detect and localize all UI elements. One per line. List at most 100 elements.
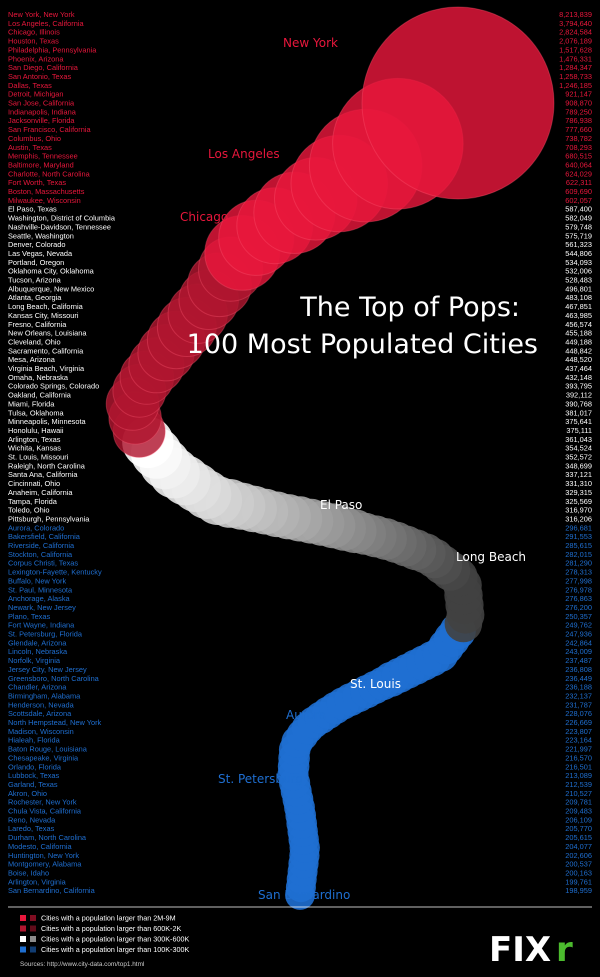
curve-label: Long Beach [456,550,526,564]
city-name: Buffalo, New York [8,576,67,585]
city-row: Sacramento, California 448,842 [8,346,592,355]
city-row: Anaheim, California 329,315 [8,488,592,497]
city-name: Baton Rouge, Louisiana [8,745,88,754]
city-population: 223,164 [565,736,592,745]
city-population: 437,464 [565,364,592,373]
city-name: Aurora, Colorado [8,523,64,532]
city-population: 232,137 [565,691,592,700]
city-row: New Orleans, Louisiana 455,188 [8,329,592,338]
curve-label: St. Louis [350,677,401,691]
city-population: 236,449 [565,674,592,683]
city-row: Corpus Christi, Texas 281,290 [8,559,592,568]
city-population: 1,246,185 [559,81,592,90]
city-population: 236,188 [565,683,592,692]
city-population: 587,400 [565,205,592,214]
city-name: Fort Wayne, Indiana [8,621,75,630]
city-population: 456,574 [565,320,592,329]
city-population: 544,806 [565,249,592,258]
city-name: St. Louis, Missouri [8,453,69,462]
city-population: 432,148 [565,373,592,382]
city-row: San Bernardino, California 198,959 [8,886,592,895]
city-name: Tulsa, Oklahoma [8,408,64,417]
legend-label: Cities with a population larger than 300… [41,935,189,944]
title-line-2: 100 Most Populated Cities [187,329,538,360]
city-row: Newark, New Jersey 276,200 [8,603,592,612]
city-row: Chesapeake, Virginia 216,570 [8,753,592,762]
city-name: Long Beach, California [8,302,84,311]
city-population: 534,093 [565,258,592,267]
city-row: El Paso, Texas 587,400 [8,205,592,214]
city-name: Tampa, Florida [8,497,58,506]
city-name: Houston, Texas [8,37,59,46]
legend-swatch [20,946,26,953]
city-name: San Bernardino, California [8,886,96,895]
city-population: 337,121 [565,470,592,479]
city-name: Denver, Colorado [8,240,66,249]
city-name: Fort Worth, Texas [8,178,66,187]
city-name: Dallas, Texas [8,81,52,90]
city-row: Philadelphia, Pennsylvania 1,517,628 [8,45,592,54]
city-population: 242,864 [565,638,592,647]
city-name: Riverside, California [8,541,75,550]
legend-swatch [30,915,36,921]
city-row: Tampa, Florida 325,569 [8,497,592,506]
city-population: 561,323 [565,240,592,249]
city-row: St. Petersburg, Florida 247,936 [8,630,592,639]
city-row: Charlotte, North Carolina 624,029 [8,169,592,178]
city-name: Stockton, California [8,550,73,559]
city-population: 528,483 [565,276,592,285]
city-population: 331,310 [565,479,592,488]
city-row: Minneapolis, Minnesota 375,641 [8,417,592,426]
legend-swatch [20,915,26,921]
city-name: Columbus, Ohio [8,134,61,143]
city-population: 786,938 [565,116,592,125]
city-row: Riverside, California 285,615 [8,541,592,550]
logo-accent: r [556,930,573,970]
city-row: San Diego, California 1,284,347 [8,63,592,72]
city-population: 390,768 [565,399,592,408]
city-row: Pittsburgh, Pennsylvania 316,206 [8,514,592,523]
city-population: 921,147 [565,90,592,99]
city-name: Nashville-Davidson, Tennessee [8,222,111,231]
city-population: 276,863 [565,594,592,603]
city-row: Los Angeles, California 3,794,640 [8,19,592,28]
city-name: New Orleans, Louisiana [8,329,87,338]
city-row: Birmingham, Alabama 232,137 [8,691,592,700]
city-population: 281,290 [565,559,592,568]
city-name: Cincinnati, Ohio [8,479,60,488]
city-name: Omaha, Nebraska [8,373,69,382]
city-population: 582,049 [565,214,592,223]
city-population: 221,997 [565,745,592,754]
city-row: Wichita, Kansas 354,524 [8,444,592,453]
city-row: Toledo, Ohio 316,970 [8,506,592,515]
city-population: 278,313 [565,568,592,577]
city-name: Chandler, Arizona [8,683,67,692]
city-name: Norfolk, Virginia [8,656,61,665]
city-row: Fort Wayne, Indiana 249,762 [8,621,592,630]
city-row: San Jose, California 908,870 [8,99,592,108]
city-name: Austin, Texas [8,143,52,152]
city-name: Anaheim, California [8,488,73,497]
city-population: 250,357 [565,612,592,621]
city-population: 1,476,331 [559,54,592,63]
city-name: Mesa, Arizona [8,355,56,364]
city-name: Santa Ana, California [8,470,78,479]
city-name: Arlington, Texas [8,435,61,444]
city-population: 200,163 [565,868,592,877]
city-row: Detroit, Michigan 921,147 [8,90,592,99]
city-population: 496,801 [565,284,592,293]
city-name: Colorado Springs, Colorado [8,382,99,391]
city-row: San Antonio, Texas 1,258,733 [8,72,592,81]
city-row: Denver, Colorado 561,323 [8,240,592,249]
city-population: 205,615 [565,833,592,842]
city-row: Lexington-Fayette, Kentucky 278,313 [8,568,592,577]
city-row: Phoenix, Arizona 1,476,331 [8,54,592,63]
city-name: North Hempstead, New York [8,718,102,727]
city-population: 329,315 [565,488,592,497]
city-name: Bakersfield, California [8,532,81,541]
city-row: Chula Vista, California 209,483 [8,807,592,816]
city-population: 247,936 [565,630,592,639]
city-name: Birmingham, Alabama [8,691,81,700]
city-row: Tucson, Arizona 528,483 [8,276,592,285]
